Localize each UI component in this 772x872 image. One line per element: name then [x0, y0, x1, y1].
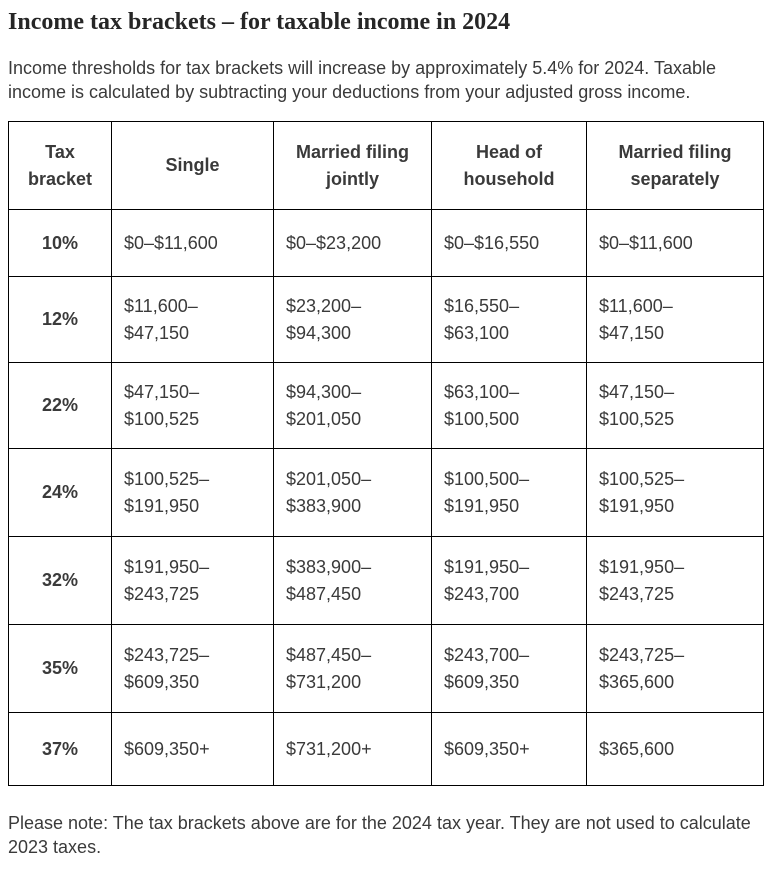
range-cell-married_separately: $365,600	[586, 712, 764, 786]
bracket-cell: 37%	[8, 712, 112, 786]
bracket-cell: 12%	[8, 276, 112, 363]
column-header-1: Single	[111, 121, 274, 210]
range-cell-married_separately: $47,150– $100,525	[586, 362, 764, 449]
page-title: Income tax brackets – for taxable income…	[8, 9, 511, 35]
table-header-row: Tax bracket Single Married filing jointly H…	[8, 121, 764, 210]
range-cell-married_jointly: $731,200+	[273, 712, 432, 786]
table-row: 32% $191,950– $243,725 $383,900– $487,450 $…	[8, 536, 764, 625]
range-cell-married_separately: $11,600– $47,150	[586, 276, 764, 363]
bracket-cell: 22%	[8, 362, 112, 449]
table-row: 12% $11,600– $47,150 $23,200– $94,300 $16,5…	[8, 276, 764, 363]
column-header-4: Married filing separately	[586, 121, 764, 210]
bracket-cell: 32%	[8, 536, 112, 625]
column-header-0: Tax bracket	[8, 121, 112, 210]
range-cell-head_of_household: $16,550– $63,100	[431, 276, 587, 363]
range-cell-married_jointly: $201,050– $383,900	[273, 448, 432, 537]
table-body: 10% $0–$11,600 $0–$23,200 $0–$16,550 $0–$11,…	[8, 209, 764, 786]
bracket-cell: 10%	[8, 209, 112, 277]
range-cell-single: $191,950– $243,725	[111, 536, 274, 625]
range-cell-married_separately: $243,725– $365,600	[586, 624, 764, 713]
range-cell-head_of_household: $0–$16,550	[431, 209, 587, 277]
range-cell-single: $11,600– $47,150	[111, 276, 274, 363]
table-row: 22% $47,150– $100,525 $94,300– $201,050 $63…	[8, 362, 764, 449]
tax-brackets-table: Tax bracket Single Married filing jointly H…	[8, 121, 764, 786]
range-cell-single: $47,150– $100,525	[111, 362, 274, 449]
column-header-3: Head of household	[431, 121, 587, 210]
table-header: Tax bracket Single Married filing jointly H…	[8, 121, 764, 210]
range-cell-married_jointly: $383,900– $487,450	[273, 536, 432, 625]
range-cell-married_separately: $100,525– $191,950	[586, 448, 764, 537]
range-cell-single: $100,525– $191,950	[111, 448, 274, 537]
range-cell-married_jointly: $487,450– $731,200	[273, 624, 432, 713]
range-cell-head_of_household: $609,350+	[431, 712, 587, 786]
bracket-cell: 35%	[8, 624, 112, 713]
footnote: Please note: The tax brackets above are …	[8, 813, 751, 857]
table-row: 35% $243,725– $609,350 $487,450– $731,200 $…	[8, 624, 764, 713]
table-row: 24% $100,525– $191,950 $201,050– $383,900 $…	[8, 448, 764, 537]
range-cell-head_of_household: $191,950– $243,700	[431, 536, 587, 625]
bracket-cell: 24%	[8, 448, 112, 537]
range-cell-married_jointly: $0–$23,200	[273, 209, 432, 277]
range-cell-married_jointly: $94,300– $201,050	[273, 362, 432, 449]
range-cell-head_of_household: $100,500– $191,950	[431, 448, 587, 537]
table-row: 10% $0–$11,600 $0–$23,200 $0–$16,550 $0–$11,…	[8, 209, 764, 277]
range-cell-married_separately: $191,950– $243,725	[586, 536, 764, 625]
range-cell-single: $0–$11,600	[111, 209, 274, 277]
range-cell-married_jointly: $23,200– $94,300	[273, 276, 432, 363]
range-cell-married_separately: $0–$11,600	[586, 209, 764, 277]
range-cell-single: $243,725– $609,350	[111, 624, 274, 713]
range-cell-head_of_household: $243,700– $609,350	[431, 624, 587, 713]
table-row: 37% $609,350+ $731,200+ $609,350+ $365,600	[8, 712, 764, 786]
range-cell-head_of_household: $63,100– $100,500	[431, 362, 587, 449]
column-header-2: Married filing jointly	[273, 121, 432, 210]
intro-paragraph: Income thresholds for tax brackets will …	[8, 58, 717, 102]
range-cell-single: $609,350+	[111, 712, 274, 786]
